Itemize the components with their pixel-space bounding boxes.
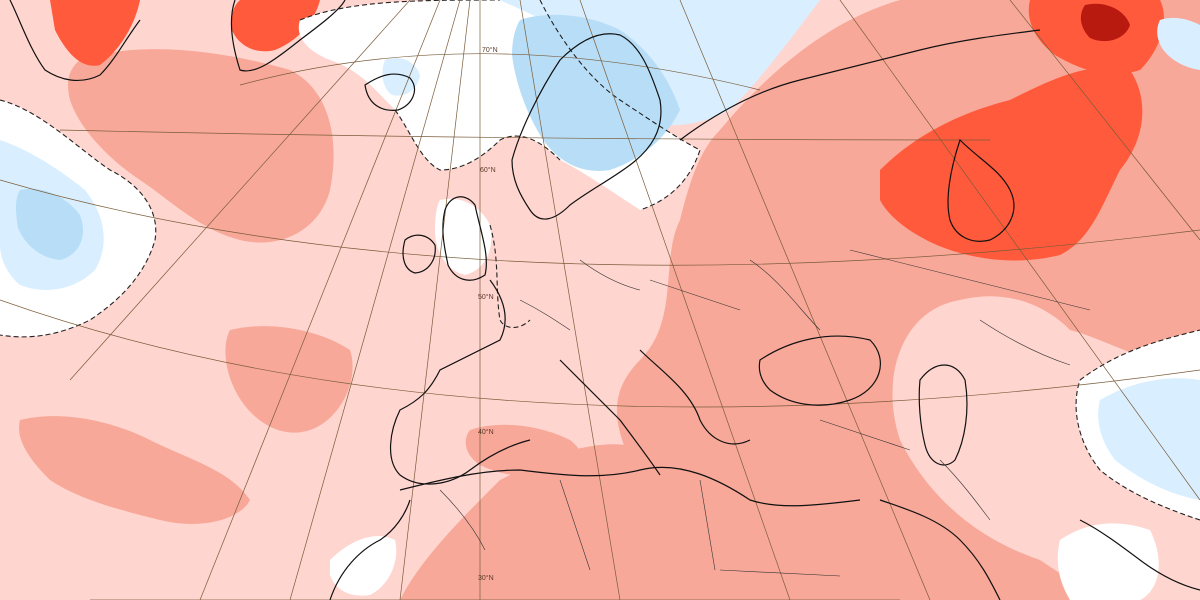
coast-italy	[559, 359, 661, 476]
parallel-60n	[59, 129, 991, 141]
border-turkey-syria	[819, 419, 911, 451]
meridian-e40	[839, 0, 1200, 501]
near-normal-field-uk	[435, 198, 492, 275]
meridian-w20	[289, 0, 461, 600]
label-40n: 40°N	[478, 428, 494, 436]
parallel-70n	[239, 53, 761, 91]
near-normal-field-morocco	[330, 536, 397, 596]
parallel-40n	[0, 299, 1200, 408]
coast-iceland	[364, 73, 415, 111]
coast-europe-west	[389, 279, 531, 485]
parallel-50n	[0, 179, 1200, 266]
much-warm-field-central-asia	[880, 67, 1143, 261]
border-libya-egypt	[699, 479, 716, 571]
contour-west-atlantic	[0, 99, 157, 338]
contour-uk	[489, 224, 531, 329]
border-ukraine-russia	[749, 259, 821, 331]
border-russia-kazakhstan	[849, 249, 1091, 311]
warm-field-atlantic-central	[225, 326, 353, 433]
meridian-e50	[1009, 0, 1200, 241]
coast-balkans	[639, 349, 751, 445]
extreme-warm-field-siberia	[1080, 3, 1130, 42]
border-morocco-algeria	[439, 489, 486, 551]
coast-russia-north	[679, 29, 1041, 141]
much-warm-field-greenland-east	[231, 0, 320, 52]
cool-field-iceland-sea	[382, 58, 420, 96]
border-egypt-sudan	[719, 569, 841, 577]
warm-field-north-africa	[400, 444, 800, 600]
contour-north-atlantic	[299, 0, 701, 211]
zero-anomaly-contours	[0, 0, 1200, 521]
contour-scandinavia	[394, 109, 561, 171]
coastlines	[9, 0, 1200, 600]
near-normal-field-red-sea	[1057, 523, 1159, 600]
border-kazakhstan-uzbekistan	[979, 319, 1071, 366]
warm-field-atlantic-north	[68, 49, 334, 243]
meridian-w40	[69, 0, 411, 381]
cool-field-siberia-east	[1157, 17, 1200, 70]
warm-field-iberia-med	[465, 424, 581, 477]
contour-caspian	[1075, 329, 1200, 521]
coast-caspian-sea	[918, 364, 968, 466]
label-70n: 70°N	[482, 46, 498, 54]
coast-arabia	[879, 499, 1001, 600]
cool-field-caspian	[1098, 378, 1200, 500]
coast-morocco	[329, 499, 411, 600]
border-germany-poland	[579, 259, 641, 291]
cooler-field-west-atlantic	[15, 188, 84, 260]
warm-field-atlantic-south	[19, 416, 250, 524]
border-algeria-libya	[559, 479, 591, 571]
coast-central-asia	[947, 138, 1015, 242]
coast-ireland	[402, 234, 436, 274]
coast-black-sea	[758, 335, 881, 406]
coast-uk	[442, 196, 487, 281]
much-warm-field-greenland-west	[50, 0, 140, 66]
label-30n: 30°N	[478, 574, 494, 582]
label-50n: 50°N	[478, 293, 494, 301]
cooler-field-scandinavia	[512, 14, 680, 171]
coast-north-africa	[399, 466, 861, 507]
border-poland-ukraine	[649, 279, 741, 311]
coast-greenland-west	[9, 0, 141, 82]
meridian-w30	[199, 0, 441, 600]
meridian-w10	[399, 0, 471, 600]
border-iran-iraq	[939, 459, 991, 521]
latitude-labels: 70°N 60°N 50°N 40°N 30°N	[478, 46, 498, 582]
coast-persian-gulf	[1079, 519, 1200, 591]
meridian-e30	[679, 0, 931, 600]
meridian-e20	[579, 0, 791, 600]
label-60n: 60°N	[480, 166, 496, 174]
coast-greenland-east	[230, 0, 346, 72]
country-borders	[439, 249, 1091, 577]
border-france-germany	[519, 299, 571, 331]
coast-scandinavia	[511, 33, 662, 220]
